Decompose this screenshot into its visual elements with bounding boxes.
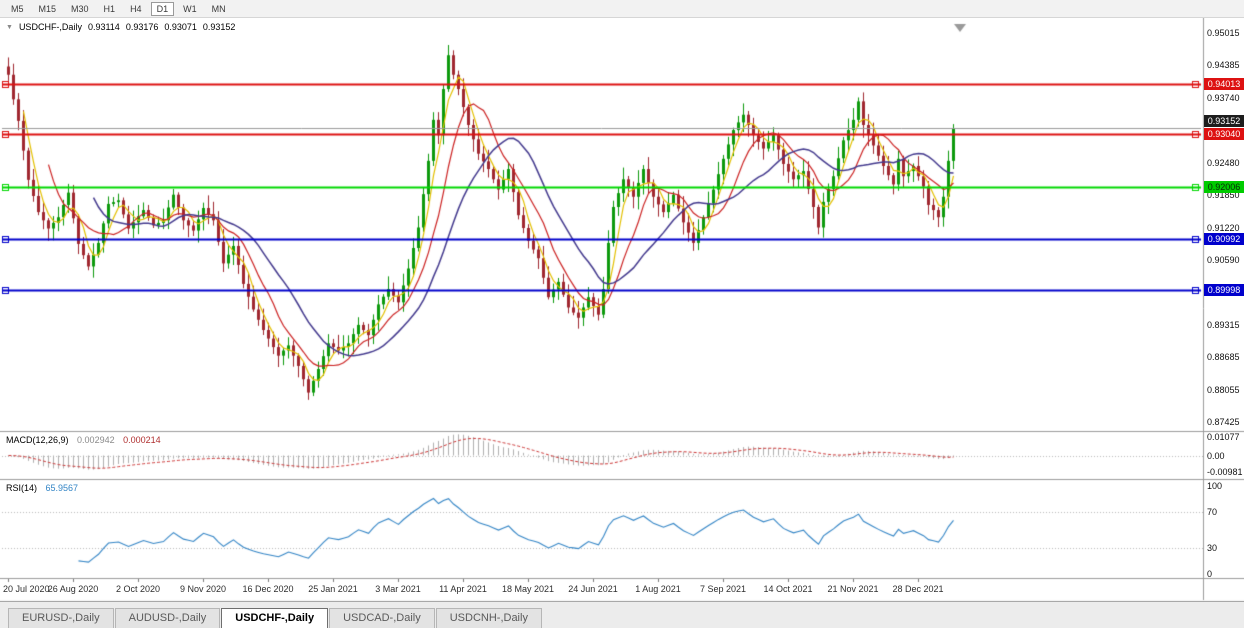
chart-tab-usdcnh[interactable]: USDCNH-,Daily [435, 608, 542, 628]
price-axis-label: 0.89315 [1207, 320, 1240, 331]
macd-value-main: 0.002942 [77, 435, 115, 445]
date-axis-label: 18 May 2021 [501, 584, 555, 594]
rsi-axis-label: 70 [1207, 507, 1218, 518]
timeframe-toolbar: M5 M15 M30 H1 H4 D1 W1 MN [0, 0, 1244, 18]
rsi-axis-label: 0 [1207, 569, 1213, 579]
macd-axis-label: 0.00 [1207, 450, 1225, 461]
chart-tab-eurusd[interactable]: EURUSD-,Daily [8, 608, 114, 628]
date-axis-label: 14 Oct 2021 [763, 584, 813, 594]
ohlc-close: 0.93152 [202, 22, 236, 32]
macd-value-signal: 0.000214 [123, 435, 161, 445]
ohlc-open: 0.93114 [87, 22, 120, 32]
date-axis-label: 25 Jan 2021 [308, 584, 358, 594]
timeframe-button-m15[interactable]: M15 [38, 3, 57, 14]
chart-title-symbol: USDCHF-,Daily [18, 22, 82, 32]
price-level-badge: 0.94013 [1204, 78, 1244, 91]
timeframe-button-m30[interactable]: M30 [71, 3, 89, 14]
chart-tab-audusd[interactable]: AUDUSD-,Daily [114, 608, 221, 628]
price-axis-label: 0.87425 [1207, 417, 1240, 428]
chart-title: ▼ USDCHF-,Daily 0.93114 0.93176 0.93071 … [6, 22, 235, 32]
rsi-value: 65.9567 [45, 483, 79, 493]
timeframe-button-m5[interactable]: M5 [11, 3, 24, 14]
macd-axis-label: -0.00981 [1207, 467, 1243, 478]
price-level-badge: 0.89998 [1204, 284, 1244, 297]
timeframe-button-d1[interactable]: D1 [150, 1, 175, 16]
price-axis-label: 0.90590 [1207, 254, 1240, 265]
rsi-axis-label: 100 [1207, 481, 1223, 491]
date-axis-label: 1 Aug 2021 [635, 584, 681, 594]
macd-axis-label: 0.01077 [1207, 431, 1240, 442]
macd-name: MACD(12,26,9) [6, 435, 69, 445]
price-axis[interactable]: 0.95015 0.94385 0.93740 0.92480 0.91850 0.912… [1204, 17, 1244, 600]
price-axis-label: 0.95015 [1207, 27, 1240, 38]
price-axis-label: 0.91220 [1207, 222, 1240, 233]
timeframe-button-w1[interactable]: W1 [183, 3, 197, 14]
date-axis-label: 9 Nov 2020 [179, 584, 227, 594]
price-level-badge: 0.93040 [1204, 128, 1244, 141]
chart-dropdown-icon[interactable]: ▼ [6, 23, 13, 31]
date-axis-label: 28 Dec 2021 [892, 584, 944, 594]
price-axis-label: 0.93740 [1207, 93, 1240, 104]
ohlc-high: 0.93176 [125, 22, 159, 32]
date-axis-label: 26 Aug 2020 [47, 584, 99, 594]
price-axis-label: 0.88685 [1207, 352, 1240, 363]
date-axis-label: 2 Oct 2020 [115, 584, 161, 594]
date-axis-label: 11 Apr 2021 [439, 584, 487, 594]
price-axis-label: 0.91850 [1207, 190, 1240, 201]
macd-indicator-label: MACD(12,26,9) 0.002942 0.000214 [6, 435, 167, 445]
rsi-name: RSI(14) [6, 483, 38, 493]
price-axis-label: 0.94385 [1207, 60, 1240, 71]
date-axis-label: 21 Nov 2021 [827, 584, 879, 594]
date-axis-label: 20 Jul 2020 [3, 584, 50, 594]
rsi-indicator-label: RSI(14) 65.9567 [6, 483, 84, 493]
chart-tab-usdchf[interactable]: USDCHF-,Daily [221, 608, 329, 628]
price-level-badge: 0.92006 [1204, 181, 1244, 194]
chart-tabs-bar: EURUSD-,Daily AUDUSD-,Daily USDCHF-,Daily U… [0, 601, 1244, 628]
current-price-badge: 0.93152 [1204, 115, 1244, 128]
price-axis-label: 0.92480 [1207, 157, 1240, 168]
date-axis-label: 3 Mar 2021 [375, 584, 421, 594]
timeframe-button-h1[interactable]: H1 [103, 3, 116, 14]
price-axis-label: 0.88055 [1207, 384, 1240, 395]
price-level-badge: 0.90992 [1204, 233, 1244, 246]
rsi-axis-label: 30 [1207, 542, 1218, 553]
chart-tab-usdcad[interactable]: USDCAD-,Daily [329, 608, 435, 628]
timeframe-button-h4[interactable]: H4 [130, 3, 142, 14]
date-axis-label: 16 Dec 2020 [242, 584, 294, 594]
ohlc-low: 0.93071 [164, 22, 197, 32]
date-axis-label: 7 Sep 2021 [699, 584, 747, 594]
date-axis-label: 24 Jun 2021 [568, 584, 618, 594]
timeframe-button-mn[interactable]: MN [211, 3, 226, 14]
date-axis[interactable]: 20 Jul 2020 26 Aug 2020 2 Oct 2020 9 Nov 20… [0, 580, 1203, 599]
